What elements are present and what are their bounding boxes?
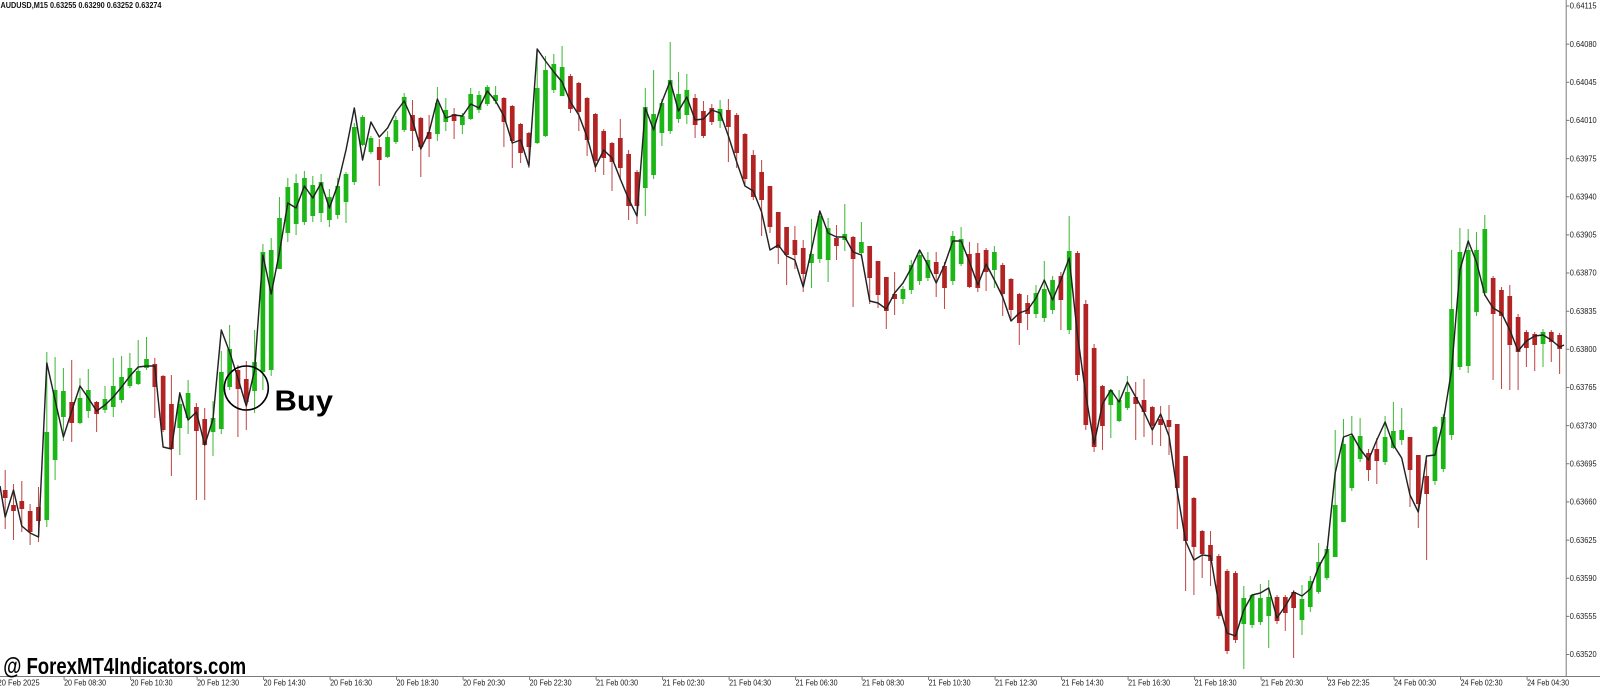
svg-text:0.64045: 0.64045 xyxy=(1570,78,1597,87)
svg-text:Buy: Buy xyxy=(275,386,334,418)
svg-text:21 Feb 20:30: 21 Feb 20:30 xyxy=(1261,678,1303,687)
svg-text:20 Feb 18:30: 20 Feb 18:30 xyxy=(397,678,439,687)
svg-text:21 Feb 10:30: 21 Feb 10:30 xyxy=(929,678,971,687)
svg-text:20 Feb 20:30: 20 Feb 20:30 xyxy=(463,678,505,687)
svg-text:21 Feb 08:30: 21 Feb 08:30 xyxy=(862,678,904,687)
svg-text:21 Feb 00:30: 21 Feb 00:30 xyxy=(596,678,638,687)
svg-text:0.63555: 0.63555 xyxy=(1570,612,1597,621)
svg-text:0.63765: 0.63765 xyxy=(1570,383,1597,392)
svg-text:0.63520: 0.63520 xyxy=(1570,650,1597,659)
svg-text:0.63660: 0.63660 xyxy=(1570,498,1597,507)
svg-text:0.64080: 0.64080 xyxy=(1570,40,1597,49)
svg-text:21 Feb 02:30: 21 Feb 02:30 xyxy=(663,678,705,687)
svg-text:0.63730: 0.63730 xyxy=(1570,421,1597,430)
svg-text:0.63975: 0.63975 xyxy=(1570,154,1597,163)
svg-text:21 Feb 12:30: 21 Feb 12:30 xyxy=(995,678,1037,687)
svg-text:21 Feb 14:30: 21 Feb 14:30 xyxy=(1062,678,1104,687)
svg-text:24 Feb 02:30: 24 Feb 02:30 xyxy=(1461,678,1503,687)
svg-text:0.63835: 0.63835 xyxy=(1570,307,1597,316)
svg-text:20 Feb 22:30: 20 Feb 22:30 xyxy=(530,678,572,687)
svg-text:20 Feb 12:30: 20 Feb 12:30 xyxy=(197,678,239,687)
svg-text:20 Feb 2025: 20 Feb 2025 xyxy=(0,678,40,687)
svg-text:0.63625: 0.63625 xyxy=(1570,536,1597,545)
svg-text:21 Feb 06:30: 21 Feb 06:30 xyxy=(796,678,838,687)
svg-text:0.64010: 0.64010 xyxy=(1570,116,1597,125)
svg-text:21 Feb 16:30: 21 Feb 16:30 xyxy=(1128,678,1170,687)
svg-text:24 Feb 00:30: 24 Feb 00:30 xyxy=(1394,678,1436,687)
svg-text:20 Feb 08:30: 20 Feb 08:30 xyxy=(64,678,106,687)
svg-text:AUDUSD,M15 0.63255 0.63290 0.: AUDUSD,M15 0.63255 0.63290 0.63252 0.632… xyxy=(1,1,162,10)
svg-text:0.63695: 0.63695 xyxy=(1570,460,1597,469)
svg-text:23 Feb 22:35: 23 Feb 22:35 xyxy=(1328,678,1370,687)
svg-text:24 Feb 04:30: 24 Feb 04:30 xyxy=(1527,678,1569,687)
svg-text:0.63905: 0.63905 xyxy=(1570,231,1597,240)
svg-text:20 Feb 14:30: 20 Feb 14:30 xyxy=(264,678,306,687)
svg-text:0.63940: 0.63940 xyxy=(1570,192,1597,201)
svg-text:21 Feb 04:30: 21 Feb 04:30 xyxy=(729,678,771,687)
svg-text:21 Feb 18:30: 21 Feb 18:30 xyxy=(1195,678,1237,687)
svg-text:20 Feb 16:30: 20 Feb 16:30 xyxy=(330,678,372,687)
svg-text:0.63590: 0.63590 xyxy=(1570,574,1597,583)
svg-text:0.63800: 0.63800 xyxy=(1570,345,1597,354)
svg-text:20 Feb 10:30: 20 Feb 10:30 xyxy=(131,678,173,687)
svg-text:0.63870: 0.63870 xyxy=(1570,269,1597,278)
svg-text:@ ForexMT4Indicators.com: @ ForexMT4Indicators.com xyxy=(3,653,246,679)
svg-text:0.64115: 0.64115 xyxy=(1570,2,1597,11)
